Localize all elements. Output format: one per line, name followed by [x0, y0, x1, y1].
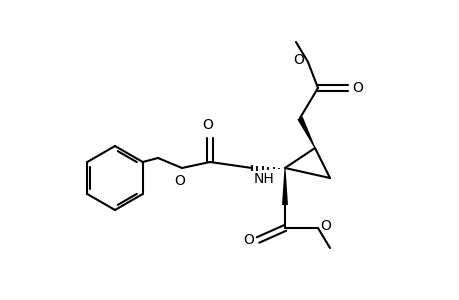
Text: O: O: [202, 118, 213, 132]
Text: O: O: [292, 53, 303, 67]
Text: NH: NH: [253, 172, 274, 186]
Text: O: O: [319, 219, 330, 233]
Text: O: O: [174, 174, 185, 188]
Text: O: O: [243, 233, 253, 247]
Polygon shape: [281, 168, 287, 205]
Text: O: O: [351, 81, 362, 95]
Polygon shape: [297, 117, 315, 148]
